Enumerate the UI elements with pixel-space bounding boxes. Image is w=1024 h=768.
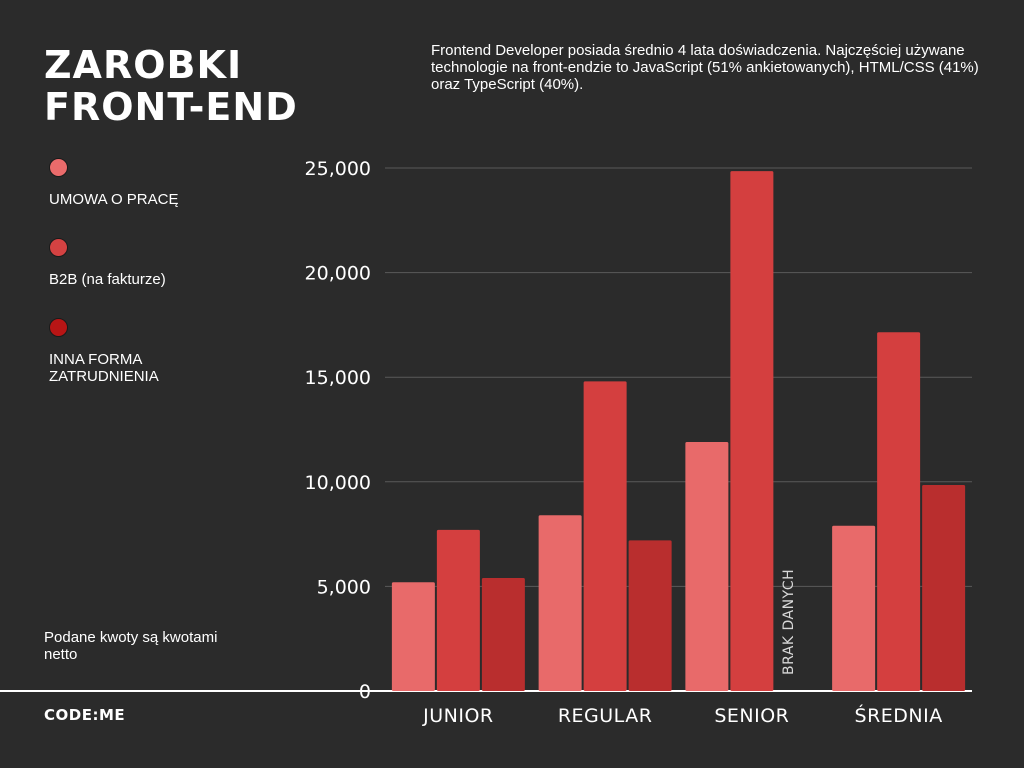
legend-swatch-umowa bbox=[49, 158, 68, 177]
legend-label-umowa: UMOWA O PRACĘ bbox=[49, 191, 179, 208]
bar bbox=[832, 525, 876, 691]
x-category-label: ŚREDNIA bbox=[855, 703, 943, 727]
y-tick-label: 20,000 bbox=[305, 263, 371, 285]
title-line-2: FRONT-END bbox=[44, 85, 298, 129]
y-tick-label: 25,000 bbox=[305, 158, 371, 180]
bar bbox=[538, 515, 582, 691]
bar bbox=[628, 540, 672, 691]
bar bbox=[730, 171, 774, 691]
bar bbox=[922, 484, 966, 691]
title-line-1: ZAROBKI bbox=[44, 43, 243, 87]
legend-label-b2b: B2B (na fakturze) bbox=[49, 271, 166, 288]
page-title: ZAROBKI FRONT-END bbox=[44, 44, 298, 128]
legend-swatch-inna bbox=[49, 318, 68, 337]
net-amount-note: Podane kwoty są kwotami netto bbox=[44, 629, 218, 663]
y-tick-label: 15,000 bbox=[305, 367, 371, 389]
y-tick-label: 10,000 bbox=[305, 472, 371, 494]
legend-label-inna: INNA FORMA ZATRUDNIENIA bbox=[49, 351, 159, 385]
bar bbox=[877, 332, 921, 691]
bar bbox=[481, 578, 525, 691]
x-category-label: JUNIOR bbox=[422, 705, 493, 727]
intro-text: Frontend Developer posiada średnio 4 lat… bbox=[431, 42, 979, 93]
brand-logo: CODE:ME bbox=[44, 706, 126, 724]
y-tick-label: 0 bbox=[359, 681, 371, 703]
bar bbox=[583, 381, 627, 691]
bar bbox=[391, 582, 435, 691]
bar bbox=[436, 529, 480, 691]
x-category-label: REGULAR bbox=[558, 705, 653, 727]
legend-swatch-b2b bbox=[49, 238, 68, 257]
no-data-label: BRAK DANYCH bbox=[781, 569, 797, 675]
x-category-label: SENIOR bbox=[714, 705, 789, 727]
y-tick-label: 5,000 bbox=[317, 576, 371, 598]
bar bbox=[685, 442, 729, 691]
